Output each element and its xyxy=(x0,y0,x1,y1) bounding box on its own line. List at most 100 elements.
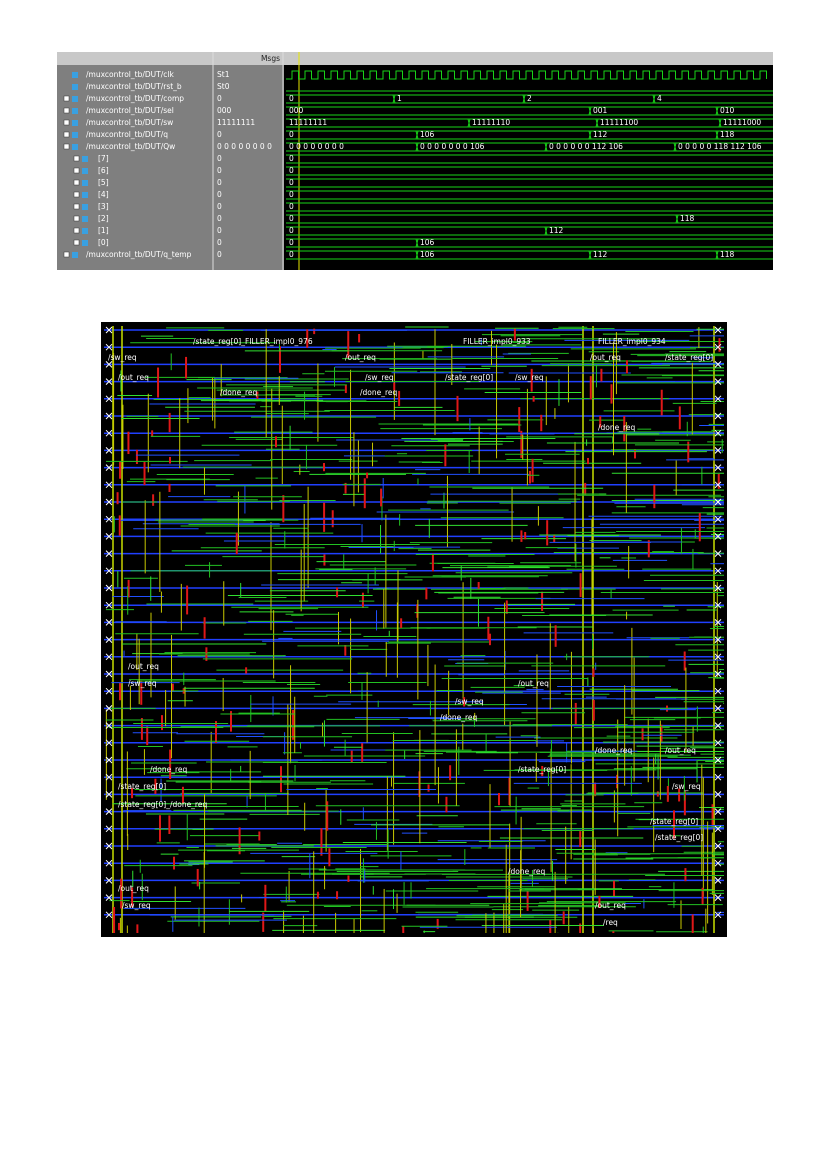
cell-label: /sw_req xyxy=(455,697,484,706)
bus-label: 106 xyxy=(420,130,435,139)
msgs-header: Msgs xyxy=(261,54,280,63)
pin-mark xyxy=(105,791,113,798)
pin-mark xyxy=(105,825,113,833)
pin-mark xyxy=(714,894,722,901)
pin-mark xyxy=(714,653,722,661)
signal-name: [3] xyxy=(98,202,109,211)
pin-mark xyxy=(714,429,722,437)
pin-mark xyxy=(105,584,113,592)
pin-mark xyxy=(105,877,113,884)
pin-mark xyxy=(105,498,113,506)
cell-label: /out_req xyxy=(118,373,149,382)
pin-mark xyxy=(105,361,113,368)
cell-label: /sw_req xyxy=(365,373,394,382)
pin-mark xyxy=(714,825,722,833)
pin-mark xyxy=(714,412,722,420)
signal-icon xyxy=(82,204,88,210)
bus-label: 11111110 xyxy=(472,118,510,127)
cell-label: /done_req xyxy=(508,867,546,876)
cell-label: /done_req xyxy=(220,388,258,397)
bus-transition xyxy=(415,142,419,152)
bus-transition xyxy=(595,118,599,128)
pin-mark xyxy=(105,464,113,471)
layout-image: /state_reg[0]_FILLER_impl0_976 FILLER_imp… xyxy=(101,322,727,937)
signal-name: [4] xyxy=(98,190,109,199)
bus-transition xyxy=(467,118,471,128)
signal-name: [2] xyxy=(98,214,109,223)
bus-label: 4 xyxy=(657,94,662,103)
cell-label: /done_req xyxy=(360,388,398,397)
pin-mark xyxy=(105,533,113,540)
cell-label: /out_req xyxy=(128,662,159,671)
cell-label: /done_req xyxy=(598,423,636,432)
signal-icon xyxy=(82,216,88,222)
bus-label: 0 xyxy=(289,154,294,163)
signal-icon xyxy=(82,240,88,246)
pin-mark xyxy=(105,653,113,661)
bus-transition xyxy=(392,94,396,104)
pin-mark xyxy=(714,911,722,919)
bus-label: 0 xyxy=(289,94,294,103)
bus-transition xyxy=(522,94,526,104)
pin-mark xyxy=(714,550,722,557)
signal-name: /muxcontrol_tb/DUT/comp xyxy=(86,94,184,103)
signal-name: /muxcontrol_tb/DUT/q_temp xyxy=(86,250,192,259)
signal-icon xyxy=(72,144,78,150)
pin-mark xyxy=(714,464,722,471)
signal-name: /muxcontrol_tb/DUT/sw xyxy=(86,118,173,127)
pin-mark xyxy=(105,515,113,523)
expand-box xyxy=(63,251,70,258)
bus-label: 118 xyxy=(720,250,735,259)
expand-box xyxy=(73,155,80,162)
bus-label: 106 xyxy=(420,238,435,247)
signal-icon xyxy=(82,168,88,174)
pin-mark xyxy=(714,619,722,626)
pin-mark xyxy=(105,636,113,643)
cell-label: /out_req xyxy=(345,353,376,362)
pin-mark xyxy=(714,859,722,867)
cell-label: /done_req xyxy=(595,746,633,755)
pin-mark xyxy=(714,791,722,798)
bus-label: 1 xyxy=(397,94,402,103)
signal-icon xyxy=(72,108,78,114)
cell-label: /out_req xyxy=(595,901,626,910)
signal-value: 0 0 0 0 0 0 0 0 xyxy=(217,142,272,151)
pin-mark xyxy=(714,705,722,712)
bus-transition xyxy=(715,130,719,140)
pin-mark xyxy=(105,429,113,437)
cell-label: /out_req xyxy=(590,353,621,362)
bus-label: 0 xyxy=(289,250,294,259)
pin-mark xyxy=(714,361,722,368)
pin-mark xyxy=(714,773,722,781)
signal-value: 11111111 xyxy=(217,118,255,127)
pin-mark xyxy=(105,481,113,489)
bus-label: 0 0 0 0 0 0 112 106 xyxy=(549,142,623,151)
bus-label: 001 xyxy=(593,106,608,115)
signal-icon xyxy=(82,192,88,198)
bus-label: 106 xyxy=(420,250,435,259)
clock-wave xyxy=(286,70,767,80)
signal-value: 0 xyxy=(217,214,222,223)
pin-mark xyxy=(714,447,722,454)
signal-icon xyxy=(72,72,78,78)
signal-name: [0] xyxy=(98,238,109,247)
signal-value: 0 xyxy=(217,94,222,103)
signal-value: 0 xyxy=(217,130,222,139)
pin-mark xyxy=(105,842,113,850)
wave-header xyxy=(57,52,773,65)
bus-label: 11111000 xyxy=(723,118,761,127)
pin-mark xyxy=(714,567,722,575)
signal-name: /muxcontrol_tb/DUT/Qw xyxy=(86,142,175,151)
expand-box xyxy=(73,227,80,234)
signal-name: /muxcontrol_tb/DUT/rst_b xyxy=(86,82,182,91)
pin-mark xyxy=(105,412,113,420)
signal-name: [1] xyxy=(98,226,109,235)
expand-box xyxy=(63,119,70,126)
bus-label: 0 xyxy=(289,214,294,223)
bus-label: 0 xyxy=(289,226,294,235)
expand-box xyxy=(73,203,80,210)
cell-label: FILLER_impl0_933 xyxy=(463,337,531,346)
signal-value: St0 xyxy=(217,82,230,91)
